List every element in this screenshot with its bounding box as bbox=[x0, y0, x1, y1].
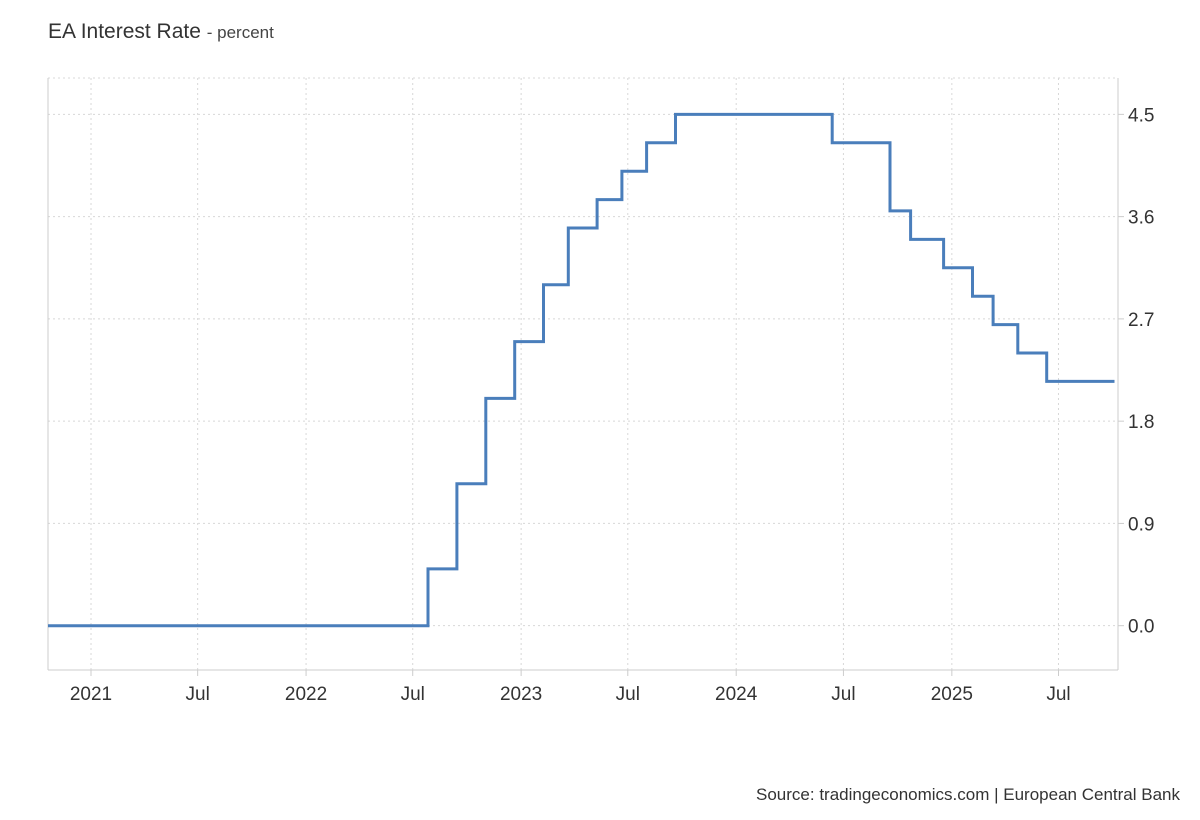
grid-lines bbox=[48, 77, 1118, 670]
source-note: Source: tradingeconomics.com | European … bbox=[756, 785, 1180, 804]
chart-unit: - percent bbox=[206, 23, 274, 42]
chart-title-text: EA Interest Rate bbox=[48, 20, 201, 43]
y-tick-label: 0.0 bbox=[1128, 617, 1154, 638]
y-tick-label: 4.5 bbox=[1128, 105, 1154, 126]
x-axis-ticks: 2021 Jul 2022 Jul 2023 Jul 2024 Jul 2025 Jul bbox=[70, 670, 1071, 705]
x-tick-label: 2023 bbox=[500, 684, 542, 705]
x-tick-label: Jul bbox=[186, 684, 210, 705]
x-tick-label: 2021 bbox=[70, 684, 112, 705]
y-tick-label: 0.9 bbox=[1128, 514, 1154, 535]
x-tick-label: Jul bbox=[401, 684, 425, 705]
axes bbox=[47, 78, 1119, 671]
x-tick-label: Jul bbox=[616, 684, 640, 705]
x-tick-label: Jul bbox=[1046, 684, 1070, 705]
x-tick-label: 2025 bbox=[931, 684, 973, 705]
x-tick-label: 2022 bbox=[285, 684, 327, 705]
y-tick-label: 1.8 bbox=[1128, 412, 1154, 433]
y-axis-ticks: 0.0 0.9 1.8 2.7 3.6 4.5 bbox=[1118, 105, 1154, 638]
y-tick-label: 2.7 bbox=[1128, 310, 1154, 331]
y-tick-label: 3.6 bbox=[1128, 208, 1154, 229]
series-line bbox=[48, 112, 1115, 628]
chart-title: EA Interest Rate - percent bbox=[48, 20, 274, 44]
line-chart: 2021 Jul 2022 Jul 2023 Jul 2024 Jul 2025 Jul 0.00… bbox=[47, 77, 1154, 705]
x-tick-label: 2024 bbox=[715, 684, 758, 705]
series-layer bbox=[48, 112, 1115, 628]
x-tick-label: Jul bbox=[831, 684, 855, 705]
